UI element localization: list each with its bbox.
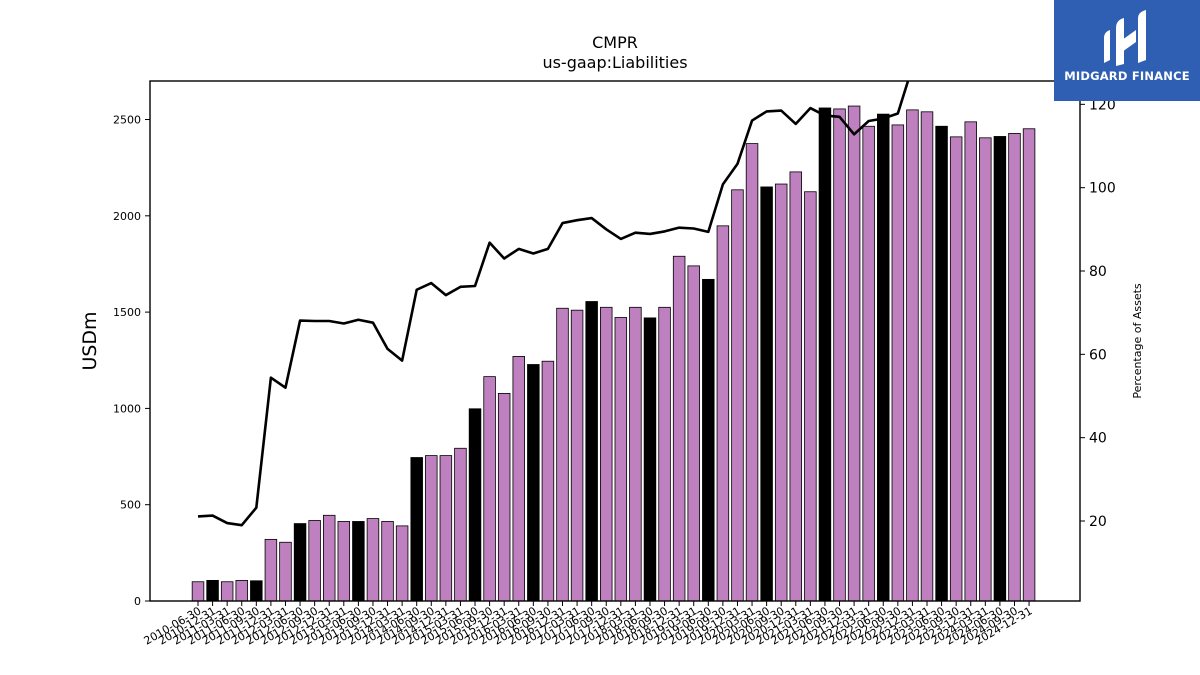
bars-group [191, 105, 1036, 601]
bar-2012-09-30 [308, 520, 321, 601]
bar-2013-03-31 [337, 521, 351, 601]
bar-2023-09-30 [949, 136, 963, 601]
bar-2017-12-31 [614, 317, 628, 601]
bar-2014-06-30 [410, 457, 423, 601]
bar-2024-12-31 [1022, 128, 1036, 601]
axes-group: 05001000150020002500204060801001202010-0… [113, 80, 1116, 648]
line-group [197, 81, 910, 527]
y-tick-label: 0 [134, 595, 141, 608]
bar-2019-03-31 [687, 265, 700, 601]
bar-2010-06-30 [191, 581, 205, 601]
bar-2020-09-30 [774, 183, 788, 601]
y2-tick-label: 40 [1089, 431, 1107, 447]
bar-2014-09-30 [425, 455, 438, 601]
bar-2018-12-31 [672, 255, 686, 601]
bar-2020-03-31 [745, 143, 759, 601]
bar-2017-06-30 [585, 301, 598, 601]
y-tick-label: 1500 [113, 306, 141, 319]
bar-2012-12-31 [322, 514, 336, 601]
bar-2019-12-31 [731, 189, 744, 601]
y2-tick-label: 100 [1089, 181, 1116, 197]
bar-2011-09-30 [250, 580, 263, 601]
bar-2014-03-31 [395, 525, 409, 601]
bar-2019-06-30 [702, 278, 715, 601]
bar-2010-12-31 [206, 579, 219, 601]
logo-mark-icon [1104, 10, 1146, 66]
y-tick-label: 500 [120, 499, 141, 512]
bar-2024-03-31 [979, 137, 992, 601]
bar-2016-06-30 [527, 364, 540, 601]
bar-2020-06-30 [760, 186, 773, 601]
chart-title: CMPR [592, 33, 638, 52]
bar-2017-09-30 [600, 306, 613, 601]
bar-2012-03-31 [279, 541, 292, 601]
y-tick-label: 2500 [113, 114, 141, 127]
bar-2015-06-30 [468, 408, 482, 601]
bar-2013-06-30 [352, 521, 365, 601]
bar-2023-06-30 [935, 125, 948, 601]
y2-tick-label: 80 [1089, 264, 1107, 280]
bar-2018-09-30 [658, 306, 671, 601]
bar-2011-03-31 [220, 581, 234, 601]
bar-2015-12-31 [497, 392, 511, 601]
bar-2022-12-31 [906, 109, 919, 601]
y2-tick-label: 60 [1089, 347, 1107, 363]
bar-2022-09-30 [891, 124, 905, 601]
bar-2023-03-31 [920, 111, 934, 601]
bar-2022-03-31 [862, 125, 875, 601]
bar-2022-06-30 [877, 113, 890, 601]
brand-logo: MIDGARD FINANCE [1054, 0, 1200, 101]
bar-2013-12-31 [381, 521, 394, 601]
bar-2014-12-31 [439, 455, 453, 601]
bar-2021-09-30 [833, 108, 846, 601]
y-tick-label: 2000 [113, 210, 141, 223]
bar-2012-06-30 [293, 523, 307, 601]
bar-2021-03-31 [804, 191, 817, 601]
bar-2015-03-31 [454, 447, 467, 601]
y-tick-label: 1000 [113, 402, 141, 415]
bar-2016-03-31 [512, 356, 525, 601]
bar-2018-06-30 [643, 317, 657, 601]
bar-2021-06-30 [818, 107, 832, 601]
y2-tick-label: 120 [1089, 97, 1116, 113]
y2-axis-label: Percentage of Assets [1131, 283, 1144, 399]
y2-tick-label: 20 [1089, 514, 1107, 530]
bar-2024-09-30 [1008, 132, 1021, 601]
bar-2021-12-31 [847, 105, 861, 601]
brand-name: MIDGARD FINANCE [1064, 69, 1190, 83]
bar-2020-12-31 [789, 171, 803, 601]
bar-2017-03-31 [570, 309, 584, 601]
percentage-of-assets-line [197, 81, 910, 527]
bar-2015-09-30 [483, 376, 496, 601]
y-axis-label: USDm [79, 311, 101, 370]
bar-2016-12-31 [556, 307, 569, 601]
plot-frame [149, 80, 1081, 602]
bar-2018-03-31 [629, 306, 642, 601]
bar-2011-12-31 [264, 538, 278, 601]
bar-2013-09-30 [366, 518, 380, 601]
bar-2016-09-30 [541, 360, 555, 601]
chart-subtitle: us-gaap:Liabilities [542, 53, 687, 72]
bar-2024-06-30 [993, 136, 1007, 601]
bar-2023-12-31 [964, 121, 977, 601]
bar-2011-06-30 [235, 579, 248, 601]
bar-2019-09-30 [716, 225, 730, 601]
